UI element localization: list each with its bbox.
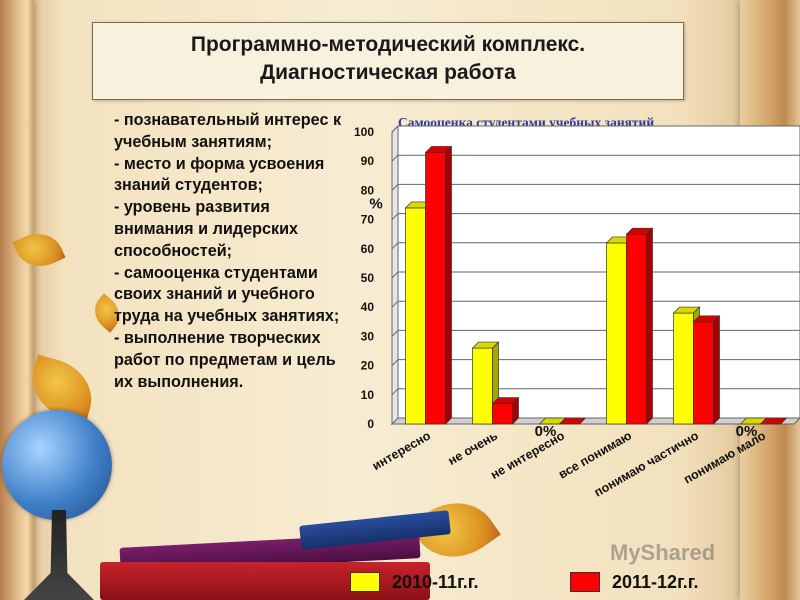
annotation-label: 0%	[535, 423, 557, 440]
y-axis-label: %	[369, 195, 382, 212]
bar-series1	[673, 312, 694, 425]
y-tick-label: 80	[361, 183, 375, 197]
y-tick-label: 70	[361, 213, 375, 227]
y-tick-label: 60	[361, 242, 375, 256]
legend-item-2010: 2010-11г.г.	[350, 568, 478, 596]
bar-side-face	[579, 417, 586, 425]
globe-stand	[24, 510, 94, 600]
list-item: - уровень развития внимания и лидерских …	[114, 198, 299, 260]
y-tick-label: 30	[361, 329, 375, 343]
gridline	[391, 359, 399, 366]
gridline	[391, 184, 399, 191]
legend-label: 2011-12г.г.	[612, 571, 699, 592]
legend-swatch-red	[570, 572, 600, 592]
y-tick-label: 50	[361, 271, 375, 285]
gridline	[391, 300, 399, 308]
watermark-logo: MyShared	[610, 540, 716, 565]
list-item: - место и форма усвоения знаний студенто…	[114, 154, 325, 195]
bar-chart: 0 10 20 30 40 50 60 70 80 90 100% интересно не очень…	[354, 124, 800, 500]
gridline	[391, 330, 399, 337]
gridline	[391, 388, 399, 396]
title-box: Программно-методический комплекс. Диагно…	[92, 22, 684, 100]
list-item: - самооценка студентами своих знаний и у…	[114, 263, 340, 326]
y-tick-label: 40	[361, 300, 375, 314]
bar-series2	[492, 403, 513, 425]
x-tick-label: не очень	[446, 428, 501, 468]
gridline	[391, 271, 399, 279]
bar-side-face	[713, 314, 720, 425]
legend-label: 2010-11г.г.	[392, 571, 479, 592]
bar-side-face	[780, 417, 787, 425]
bar-series1	[472, 347, 493, 425]
gridline	[391, 242, 399, 250]
legend-item-2011: 2011-12г.г.	[570, 568, 698, 596]
y-tick-label: 100	[354, 125, 374, 139]
legend-swatch-yellow	[350, 572, 380, 592]
bar-side-face	[512, 396, 519, 425]
bar-side-face	[445, 145, 452, 425]
gridline	[391, 154, 399, 162]
bar-series2	[425, 152, 446, 425]
bar-series2	[693, 321, 714, 425]
annotation-label: 0%	[736, 423, 758, 440]
gridline	[391, 125, 399, 133]
list-item: - выполнение творческих работ по предмет…	[114, 328, 336, 391]
bar-series2	[626, 233, 647, 425]
page-subtitle: Диагностическая работа	[260, 61, 516, 84]
gridline	[391, 213, 399, 220]
bar-series1	[606, 242, 627, 425]
criteria-list: - познавательный интерес к учебным занят…	[114, 110, 346, 393]
globe-image	[2, 410, 112, 520]
x-tick-label: интересно	[370, 428, 433, 473]
bar-side-face	[646, 227, 653, 425]
list-item: - познавательный интерес к учебным занят…	[114, 111, 342, 151]
y-tick-label: 10	[361, 388, 375, 402]
bar-series1	[405, 207, 426, 425]
y-tick-label: 90	[361, 154, 375, 168]
y-tick-label: 20	[361, 359, 375, 373]
page-title: Программно-методический комплекс.	[190, 33, 586, 56]
y-tick-label: 0	[367, 417, 374, 431]
